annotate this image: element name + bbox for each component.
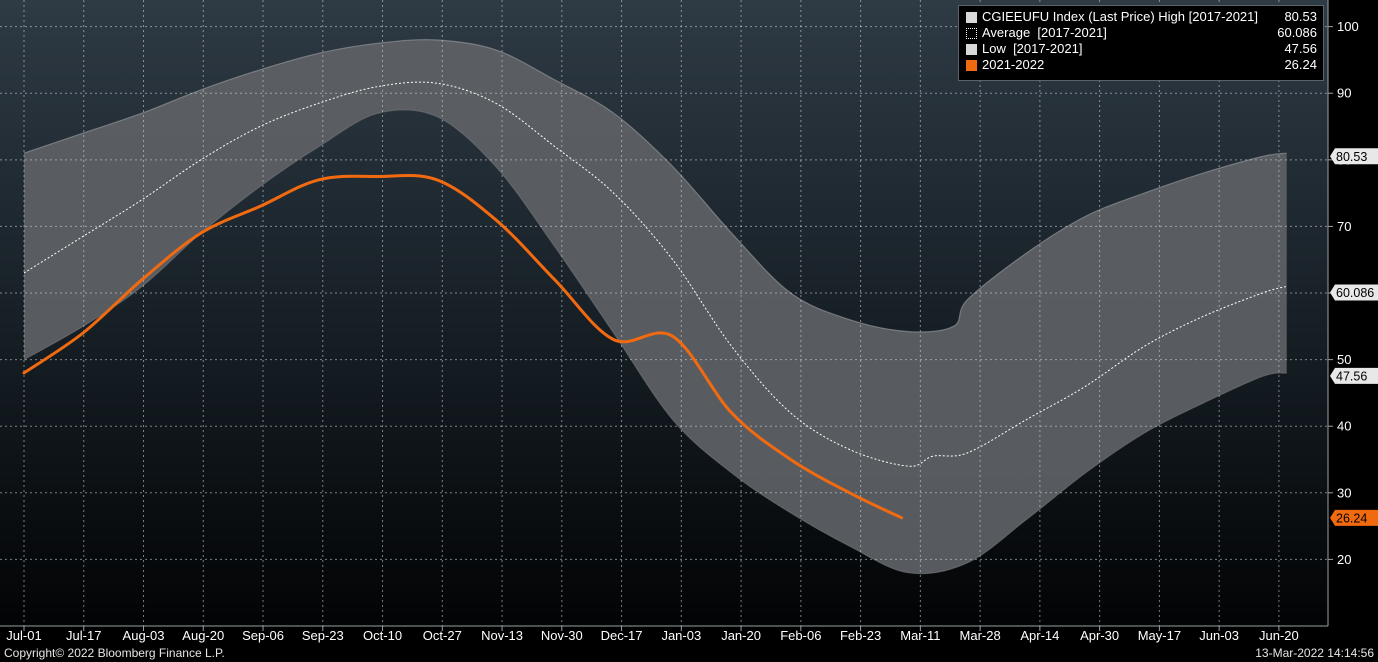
average-last-value-tag-label: 60.086 bbox=[1336, 286, 1374, 300]
chart-legend: CGIEEUFU Index (Last Price) High [2017-2… bbox=[958, 5, 1324, 81]
x-tick-label: Dec-17 bbox=[601, 628, 643, 643]
x-tick-label: Jun-03 bbox=[1199, 628, 1239, 643]
x-tick-label: Jun-20 bbox=[1259, 628, 1299, 643]
x-tick-label: Oct-27 bbox=[423, 628, 462, 643]
current-last-value-tag-label: 26.24 bbox=[1336, 511, 1367, 525]
legend-label-low: Low [2017-2021] bbox=[982, 41, 1083, 56]
x-tick-label: Apr-30 bbox=[1080, 628, 1119, 643]
low-series-line bbox=[23, 109, 1287, 575]
legend-value-high: 80.53 bbox=[1284, 9, 1317, 24]
legend-label-average: Average [2017-2021] bbox=[982, 25, 1107, 40]
legend-swatch-2021-2022 bbox=[966, 59, 977, 71]
legend-entry-low: Low [2017-2021] 47.56 bbox=[966, 41, 1317, 57]
x-tick-label: Mar-28 bbox=[960, 628, 1001, 643]
legend-value-average: 60.086 bbox=[1277, 25, 1317, 40]
x-tick-label: Jul-17 bbox=[66, 628, 101, 643]
legend-entry-2021-2022: 2021-2022 26.24 bbox=[966, 57, 1317, 73]
x-tick-label: Nov-30 bbox=[541, 628, 583, 643]
y-tick-label: 90 bbox=[1337, 86, 1351, 101]
range-band-layer bbox=[23, 39, 1287, 575]
y-tick-label: 40 bbox=[1337, 419, 1351, 434]
x-tick-label: Feb-23 bbox=[840, 628, 881, 643]
x-tick-label: Sep-23 bbox=[302, 628, 344, 643]
x-axis-panel bbox=[0, 626, 1378, 662]
x-tick-label: Nov-13 bbox=[481, 628, 523, 643]
x-tick-label: Jul-01 bbox=[6, 628, 41, 643]
legend-value-low: 47.56 bbox=[1284, 41, 1317, 56]
high-last-value-tag: 80.53 bbox=[1330, 148, 1378, 165]
average-last-value-tag: 60.086 bbox=[1330, 284, 1378, 301]
high-last-value-tag-label: 80.53 bbox=[1336, 150, 1367, 164]
legend-entry-high: CGIEEUFU Index (Last Price) High [2017-2… bbox=[966, 9, 1317, 25]
high-last-value-tag-background bbox=[1330, 148, 1378, 165]
timestamp-text: 13-Mar-2022 14:14:56 bbox=[1255, 646, 1374, 660]
y-tick-label: 100 bbox=[1337, 19, 1359, 34]
grid-layer bbox=[0, 0, 1328, 626]
legend-label-high: CGIEEUFU Index (Last Price) High [2017-2… bbox=[982, 9, 1259, 24]
copyright-text: Copyright© 2022 Bloomberg Finance L.P. bbox=[4, 646, 225, 660]
legend-value-2021-2022: 26.24 bbox=[1284, 57, 1317, 72]
series-layer bbox=[22, 81, 1287, 520]
high-low-range-band bbox=[24, 39, 1287, 574]
low-last-value-tag-background bbox=[1330, 367, 1378, 384]
x-tick-label: May-17 bbox=[1138, 628, 1181, 643]
low-last-value-tag: 47.56 bbox=[1330, 367, 1378, 384]
legend-label-2021-2022: 2021-2022 bbox=[982, 57, 1045, 72]
y-tick-label: 70 bbox=[1337, 219, 1351, 234]
legend-swatch-high bbox=[966, 11, 977, 23]
current-season-series-line bbox=[22, 173, 904, 520]
x-tick-label: Apr-14 bbox=[1020, 628, 1059, 643]
x-tick-label: Feb-06 bbox=[780, 628, 821, 643]
legend-swatch-average bbox=[966, 27, 977, 39]
x-tick-label: Sep-06 bbox=[242, 628, 284, 643]
x-tick-label: Oct-10 bbox=[363, 628, 402, 643]
average-series-line bbox=[23, 81, 1287, 467]
y-axis-panel bbox=[1328, 0, 1378, 662]
x-tick-label: Aug-20 bbox=[182, 628, 224, 643]
x-tick-label: Aug-03 bbox=[123, 628, 165, 643]
high-series-line bbox=[23, 39, 1287, 333]
y-tick-label: 20 bbox=[1337, 552, 1351, 567]
y-tick-label: 50 bbox=[1337, 352, 1351, 367]
current-last-value-tag: 26.24 bbox=[1330, 509, 1378, 526]
average-last-value-tag-background bbox=[1330, 284, 1378, 301]
legend-swatch-low bbox=[966, 43, 977, 55]
x-tick-label: Mar-11 bbox=[900, 628, 940, 643]
x-tick-label: Jan-20 bbox=[721, 628, 761, 643]
low-last-value-tag-label: 47.56 bbox=[1336, 369, 1367, 383]
x-tick-label: Jan-03 bbox=[661, 628, 701, 643]
current-last-value-tag-background bbox=[1330, 509, 1378, 526]
legend-entry-average: Average [2017-2021] 60.086 bbox=[966, 25, 1317, 41]
y-tick-label: 30 bbox=[1337, 485, 1351, 500]
